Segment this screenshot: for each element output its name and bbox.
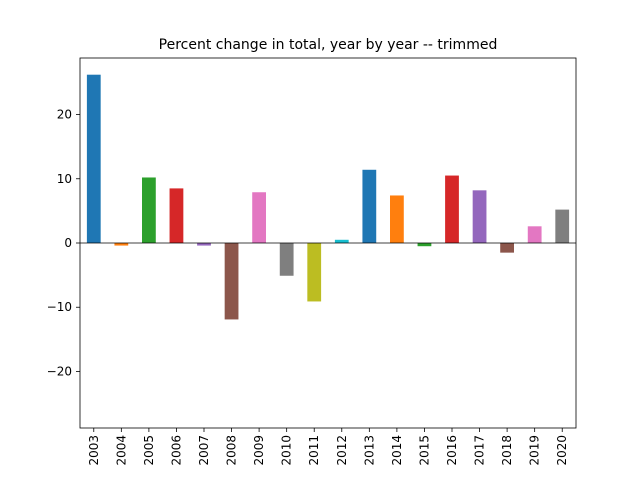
y-tick-label: −20 bbox=[47, 364, 72, 378]
x-tick-label: 2009 bbox=[252, 435, 266, 466]
bar-2016 bbox=[445, 175, 459, 243]
x-axis: 2003 2004 2005 2006 2007 2008 2009 2010 2011 2012… bbox=[87, 428, 569, 466]
x-axis-label: _ bbox=[325, 476, 332, 480]
x-tick-label: 2016 bbox=[445, 435, 459, 466]
bar-2009 bbox=[252, 192, 266, 243]
x-tick-label: 2013 bbox=[362, 435, 376, 466]
bar-2007 bbox=[197, 243, 211, 246]
bar-2006 bbox=[169, 188, 184, 243]
x-tick-label: 2019 bbox=[528, 435, 542, 466]
chart-title: Percent change in total, year by year --… bbox=[159, 37, 498, 53]
bar-2005 bbox=[142, 177, 156, 243]
bar-2014 bbox=[390, 195, 404, 243]
x-tick-label: 2003 bbox=[87, 435, 101, 466]
x-tick-label: 2020 bbox=[555, 435, 569, 466]
bar-2011 bbox=[307, 243, 322, 302]
x-tick-label: 2007 bbox=[197, 435, 211, 466]
x-tick-label: 2012 bbox=[335, 435, 349, 466]
bar-2008 bbox=[224, 243, 239, 320]
bar-2015 bbox=[417, 243, 432, 247]
x-tick-label: 2017 bbox=[473, 435, 487, 466]
x-tick-label: 2005 bbox=[142, 435, 156, 466]
x-tick-label: 2015 bbox=[417, 435, 431, 466]
bar-2019 bbox=[527, 226, 542, 243]
bar-2018 bbox=[500, 243, 514, 253]
bar-2003 bbox=[86, 74, 101, 243]
x-tick-label: 2014 bbox=[390, 435, 404, 466]
x-tick-label: 2010 bbox=[280, 435, 294, 466]
x-tick-label: 2004 bbox=[114, 435, 128, 466]
bar-2010 bbox=[279, 243, 294, 276]
x-tick-label: 2008 bbox=[225, 435, 239, 466]
bar-2017 bbox=[472, 190, 487, 243]
x-tick-label: 2011 bbox=[307, 435, 321, 466]
y-tick-label: 10 bbox=[57, 172, 72, 186]
y-axis: −20 −10 0 10 20 bbox=[47, 108, 80, 378]
bar-2020 bbox=[555, 209, 570, 243]
y-tick-label: 20 bbox=[57, 108, 72, 122]
y-tick-label: −10 bbox=[47, 300, 72, 314]
bar-2012 bbox=[334, 239, 349, 243]
y-tick-label: 0 bbox=[64, 236, 72, 250]
x-tick-label: 2018 bbox=[500, 435, 514, 466]
bar-2004 bbox=[114, 243, 129, 246]
bar-2013 bbox=[362, 169, 377, 243]
x-tick-label: 2006 bbox=[169, 435, 183, 466]
bars bbox=[86, 74, 570, 320]
